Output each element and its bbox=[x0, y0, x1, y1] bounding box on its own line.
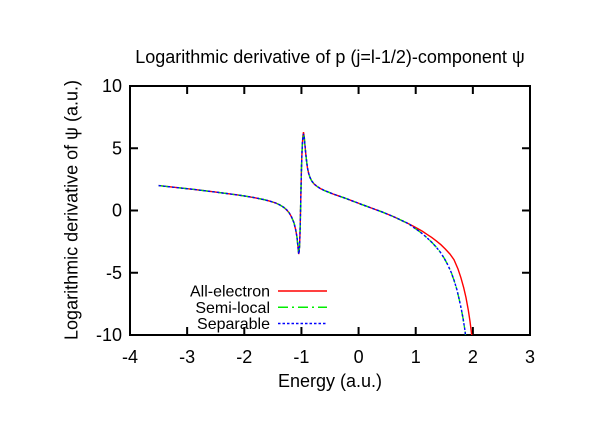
x-tick-label: 1 bbox=[411, 347, 421, 367]
plot-border bbox=[129, 85, 531, 336]
x-tick-label: -1 bbox=[293, 347, 309, 367]
curve-separable bbox=[158, 133, 467, 335]
y-tick-label: 0 bbox=[112, 201, 122, 221]
x-tick-label: 0 bbox=[354, 347, 364, 367]
y-tick-label: 10 bbox=[102, 76, 122, 96]
x-tick-label: -3 bbox=[179, 347, 195, 367]
y-tick-label: 5 bbox=[112, 138, 122, 158]
x-tick-label: -2 bbox=[236, 347, 252, 367]
y-tick-label: -10 bbox=[96, 325, 122, 345]
legend-label: Separable bbox=[197, 316, 270, 333]
chart-title: Logarithmic derivative of p (j=l-1/2)-co… bbox=[135, 47, 525, 67]
y-tick-label: -5 bbox=[106, 263, 122, 283]
legend-label: Semi-local bbox=[195, 300, 270, 317]
x-tick-label: 2 bbox=[468, 347, 478, 367]
x-tick-label: 3 bbox=[525, 347, 535, 367]
x-tick-label: -4 bbox=[122, 347, 138, 367]
legend-label: All-electron bbox=[190, 284, 270, 301]
x-axis-label: Energy (a.u.) bbox=[277, 371, 383, 391]
